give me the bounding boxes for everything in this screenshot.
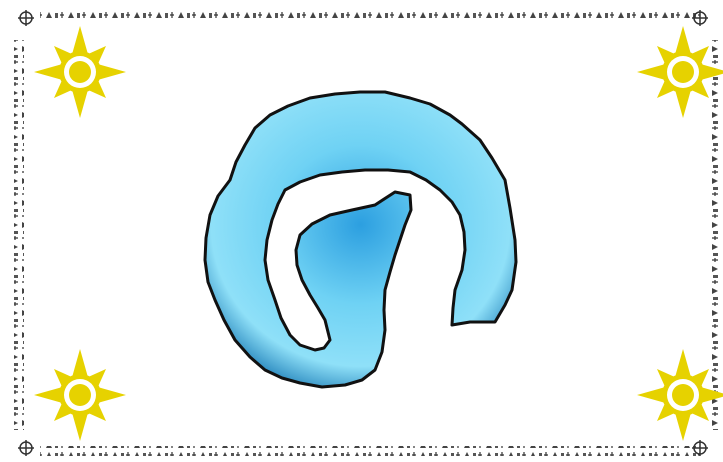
border-top xyxy=(40,10,700,20)
border-bottom xyxy=(40,446,700,456)
border-left xyxy=(14,40,24,430)
page xyxy=(0,0,723,462)
border-right xyxy=(708,40,718,430)
flag-image xyxy=(0,0,723,462)
